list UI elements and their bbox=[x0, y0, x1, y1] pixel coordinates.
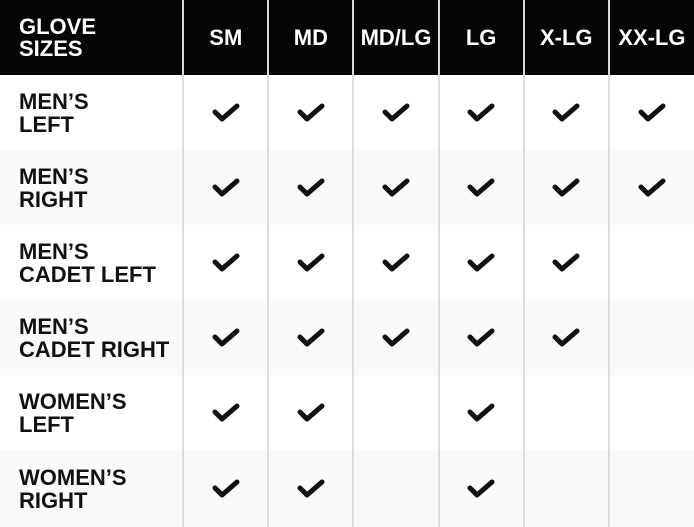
checkmark-icon bbox=[551, 328, 581, 346]
column-header-md-lg: MD/LG bbox=[352, 0, 439, 75]
checkmark-icon bbox=[466, 253, 496, 271]
column-header-xx-lg: XX-LG bbox=[607, 0, 694, 75]
size-cell bbox=[437, 375, 524, 450]
size-cell bbox=[607, 300, 694, 375]
row-label-line: MEN’S bbox=[19, 163, 89, 189]
row-label-line: CADET RIGHT bbox=[19, 336, 170, 362]
size-cell bbox=[437, 150, 524, 225]
checkmark-icon bbox=[211, 103, 241, 121]
row-label: MEN’S RIGHT bbox=[0, 150, 183, 225]
size-cell bbox=[607, 75, 694, 150]
header-row: GLOVE SIZES SM MD MD/LG LG X-LG XX-LG bbox=[0, 0, 694, 75]
size-cell bbox=[267, 375, 354, 450]
size-cell bbox=[437, 75, 524, 150]
checkmark-icon bbox=[296, 253, 326, 271]
checkmark-icon bbox=[296, 328, 326, 346]
checkmark-icon bbox=[296, 178, 326, 196]
title-line: SIZES bbox=[19, 35, 83, 61]
row-label-line: WOMEN’S bbox=[19, 388, 127, 414]
column-header-x-lg: X-LG bbox=[522, 0, 609, 75]
row-label-line: MEN’S bbox=[19, 88, 89, 114]
column-header-md: MD bbox=[267, 0, 354, 75]
size-cell bbox=[607, 375, 694, 450]
table-row: MEN’S RIGHT bbox=[0, 150, 694, 225]
checkmark-icon bbox=[466, 479, 496, 497]
size-cell bbox=[352, 375, 439, 450]
size-cell bbox=[267, 225, 354, 300]
checkmark-icon bbox=[551, 253, 581, 271]
table-row: MEN’S CADET RIGHT bbox=[0, 300, 694, 375]
checkmark-icon bbox=[211, 479, 241, 497]
size-cell bbox=[437, 450, 524, 527]
row-label-line: MEN’S bbox=[19, 313, 89, 339]
size-cell bbox=[352, 150, 439, 225]
row-label-line: MEN’S bbox=[19, 238, 89, 264]
row-label: WOMEN’S RIGHT bbox=[0, 450, 183, 527]
checkmark-icon bbox=[637, 178, 667, 196]
checkmark-icon bbox=[296, 479, 326, 497]
size-cell bbox=[182, 150, 269, 225]
size-cell bbox=[522, 375, 609, 450]
checkmark-icon bbox=[466, 403, 496, 421]
checkmark-icon bbox=[381, 328, 411, 346]
checkmark-icon bbox=[466, 178, 496, 196]
size-cell bbox=[437, 225, 524, 300]
checkmark-icon bbox=[381, 178, 411, 196]
size-cell bbox=[522, 75, 609, 150]
row-label: WOMEN’S LEFT bbox=[0, 375, 183, 450]
table-title: GLOVE SIZES bbox=[0, 0, 183, 75]
size-cell bbox=[522, 225, 609, 300]
column-header-lg: LG bbox=[437, 0, 524, 75]
row-label-line: CADET LEFT bbox=[19, 261, 156, 287]
checkmark-icon bbox=[211, 253, 241, 271]
size-cell bbox=[522, 300, 609, 375]
checkmark-icon bbox=[637, 103, 667, 121]
size-cell bbox=[352, 450, 439, 527]
checkmark-icon bbox=[551, 178, 581, 196]
row-label-line: RIGHT bbox=[19, 487, 88, 513]
size-cell bbox=[267, 300, 354, 375]
size-cell bbox=[437, 300, 524, 375]
size-cell bbox=[607, 225, 694, 300]
size-cell bbox=[182, 225, 269, 300]
size-cell bbox=[607, 150, 694, 225]
size-cell bbox=[522, 450, 609, 527]
size-cell bbox=[182, 300, 269, 375]
size-cell bbox=[182, 450, 269, 527]
size-cell bbox=[352, 300, 439, 375]
title-line: GLOVE bbox=[19, 13, 97, 39]
column-header-sm: SM bbox=[182, 0, 269, 75]
checkmark-icon bbox=[381, 103, 411, 121]
checkmark-icon bbox=[466, 328, 496, 346]
size-cell bbox=[352, 225, 439, 300]
size-cell bbox=[522, 150, 609, 225]
row-label-line: LEFT bbox=[19, 411, 74, 437]
row-label: MEN’S CADET RIGHT bbox=[0, 300, 183, 375]
row-label-line: WOMEN’S bbox=[19, 464, 127, 490]
size-cell bbox=[267, 75, 354, 150]
size-cell bbox=[607, 450, 694, 527]
row-label-line: LEFT bbox=[19, 111, 74, 137]
row-label: MEN’S LEFT bbox=[0, 75, 183, 150]
row-label-line: RIGHT bbox=[19, 186, 88, 212]
checkmark-icon bbox=[381, 253, 411, 271]
table-row: MEN’S CADET LEFT bbox=[0, 225, 694, 300]
row-label: MEN’S CADET LEFT bbox=[0, 225, 183, 300]
checkmark-icon bbox=[211, 328, 241, 346]
size-cell bbox=[182, 375, 269, 450]
checkmark-icon bbox=[211, 403, 241, 421]
size-cell bbox=[267, 150, 354, 225]
size-cell bbox=[352, 75, 439, 150]
size-cell bbox=[182, 75, 269, 150]
size-cell bbox=[267, 450, 354, 527]
checkmark-icon bbox=[296, 103, 326, 121]
checkmark-icon bbox=[296, 403, 326, 421]
table-row: WOMEN’S RIGHT bbox=[0, 450, 694, 527]
table-row: MEN’S LEFT bbox=[0, 75, 694, 150]
checkmark-icon bbox=[466, 103, 496, 121]
checkmark-icon bbox=[551, 103, 581, 121]
table-row: WOMEN’S LEFT bbox=[0, 375, 694, 450]
checkmark-icon bbox=[211, 178, 241, 196]
